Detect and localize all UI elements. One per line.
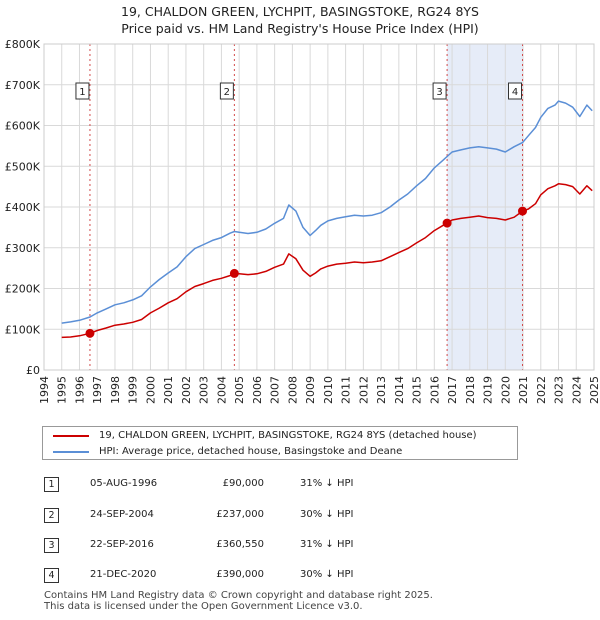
x-tick-label: 2009 xyxy=(304,376,317,404)
sale-marker-label: 3 xyxy=(436,87,442,98)
sale-point xyxy=(442,218,452,228)
transaction-number: 2 xyxy=(44,508,59,523)
transaction-hpi-diff: 31% ↓ HPI xyxy=(300,539,354,550)
sale-marker-label: 2 xyxy=(224,87,230,98)
x-tick-label: 2010 xyxy=(322,376,335,404)
chart-subtitle: Price paid vs. HM Land Registry's House … xyxy=(121,21,478,36)
y-tick-label: £700K xyxy=(5,79,41,92)
sale-marker-label: 1 xyxy=(79,87,85,98)
x-tick-label: 2006 xyxy=(251,376,264,404)
sale-point xyxy=(229,268,239,278)
transaction-row: 4 21-DEC-2020 £390,000 30% ↓ HPI xyxy=(42,567,442,587)
x-tick-label: 1996 xyxy=(73,376,86,404)
sale-marker-box: 2 xyxy=(219,82,234,100)
sale-marker-frame xyxy=(508,82,522,100)
x-tick-label: 2011 xyxy=(340,376,353,404)
y-tick-label: £400K xyxy=(5,201,41,214)
transaction-price: £360,550 xyxy=(216,539,264,550)
footer-copyright: Contains HM Land Registry data © Crown c… xyxy=(44,590,433,601)
transaction-price: £237,000 xyxy=(216,509,264,520)
legend-label-hpi: HPI: Average price, detached house, Basi… xyxy=(99,446,403,457)
x-tick-label: 2001 xyxy=(162,376,175,404)
footer-licence: This data is licensed under the Open Gov… xyxy=(44,601,363,612)
transaction-price: £90,000 xyxy=(222,478,264,489)
y-tick-label: £600K xyxy=(5,120,41,133)
transaction-date: 22-SEP-2016 xyxy=(90,539,154,550)
x-tick-label: 2003 xyxy=(198,376,211,404)
y-tick-label: £500K xyxy=(5,160,41,173)
x-tick-label: 2017 xyxy=(446,376,459,404)
transaction-row: 1 05-AUG-1996 £90,000 31% ↓ HPI xyxy=(42,476,442,496)
x-tick-label: 2015 xyxy=(411,376,424,404)
sale-marker-box: 4 xyxy=(508,82,522,100)
x-tick-label: 2007 xyxy=(269,376,282,404)
legend-label-property: 19, CHALDON GREEN, LYCHPIT, BASINGSTOKE,… xyxy=(99,430,477,441)
hpi-line xyxy=(61,100,593,324)
transaction-number: 1 xyxy=(44,477,59,492)
sale-point xyxy=(85,328,95,338)
transaction-number: 3 xyxy=(44,538,59,553)
chart-title: 19, CHALDON GREEN, LYCHPIT, BASINGSTOKE,… xyxy=(121,4,479,19)
y-tick-label: £300K xyxy=(5,242,41,255)
x-tick-label: 2014 xyxy=(393,376,406,404)
x-tick-label: 1997 xyxy=(91,376,104,404)
transaction-date: 24-SEP-2004 xyxy=(90,509,154,520)
price-chart: 19, CHALDON GREEN, LYCHPIT, BASINGSTOKE,… xyxy=(5,4,600,404)
x-tick-label: 2022 xyxy=(535,376,548,404)
x-tick-label: 2025 xyxy=(588,376,600,404)
y-tick-label: £800K xyxy=(5,38,41,51)
transaction-price: £390,000 xyxy=(216,569,264,580)
x-tick-label: 2024 xyxy=(570,376,583,404)
x-tick-label: 2012 xyxy=(357,376,370,404)
x-tick-label: 2005 xyxy=(233,376,246,404)
transaction-row: 2 24-SEP-2004 £237,000 30% ↓ HPI xyxy=(42,507,442,527)
transaction-hpi-diff: 30% ↓ HPI xyxy=(300,569,354,580)
sale-marker-label: 4 xyxy=(512,87,518,98)
sale-marker-box: 1 xyxy=(75,82,90,100)
transaction-hpi-diff: 30% ↓ HPI xyxy=(300,509,354,520)
footer: Contains HM Land Registry data © Crown c… xyxy=(44,590,433,612)
transaction-hpi-diff: 31% ↓ HPI xyxy=(300,478,354,489)
sale-marker-frame xyxy=(75,82,90,100)
x-tick-label: 2016 xyxy=(428,376,441,404)
transaction-number: 4 xyxy=(44,568,59,583)
x-tick-label: 2004 xyxy=(215,376,228,404)
legend: 19, CHALDON GREEN, LYCHPIT, BASINGSTOKE,… xyxy=(42,426,518,460)
x-tick-label: 2013 xyxy=(375,376,388,404)
x-tick-label: 2002 xyxy=(180,376,193,404)
x-tick-label: 1999 xyxy=(127,376,140,404)
y-tick-label: £200K xyxy=(5,283,41,296)
y-tick-label: £0 xyxy=(26,364,40,377)
x-tick-label: 1994 xyxy=(38,376,51,404)
x-tick-label: 2018 xyxy=(464,376,477,404)
x-tick-label: 2021 xyxy=(517,376,530,404)
sale-marker-frame xyxy=(219,82,234,100)
x-tick-label: 2023 xyxy=(553,376,566,404)
sale-marker-box: 3 xyxy=(432,82,447,100)
x-tick-label: 1995 xyxy=(56,376,69,404)
x-tick-label: 2000 xyxy=(144,376,157,404)
sale-point xyxy=(518,206,527,216)
transaction-date: 21-DEC-2020 xyxy=(90,569,157,580)
x-tick-label: 1998 xyxy=(109,376,122,404)
x-tick-label: 2020 xyxy=(499,376,512,404)
transaction-row: 3 22-SEP-2016 £360,550 31% ↓ HPI xyxy=(42,537,442,557)
legend-swatch-property xyxy=(53,435,89,437)
y-tick-label: £100K xyxy=(5,323,41,336)
plot-area-frame xyxy=(43,43,595,371)
x-tick-label: 2008 xyxy=(286,376,299,404)
legend-swatch-hpi xyxy=(53,451,89,453)
transaction-date: 05-AUG-1996 xyxy=(90,478,158,489)
x-tick-label: 2019 xyxy=(482,376,495,404)
sale-marker-frame xyxy=(432,82,447,100)
